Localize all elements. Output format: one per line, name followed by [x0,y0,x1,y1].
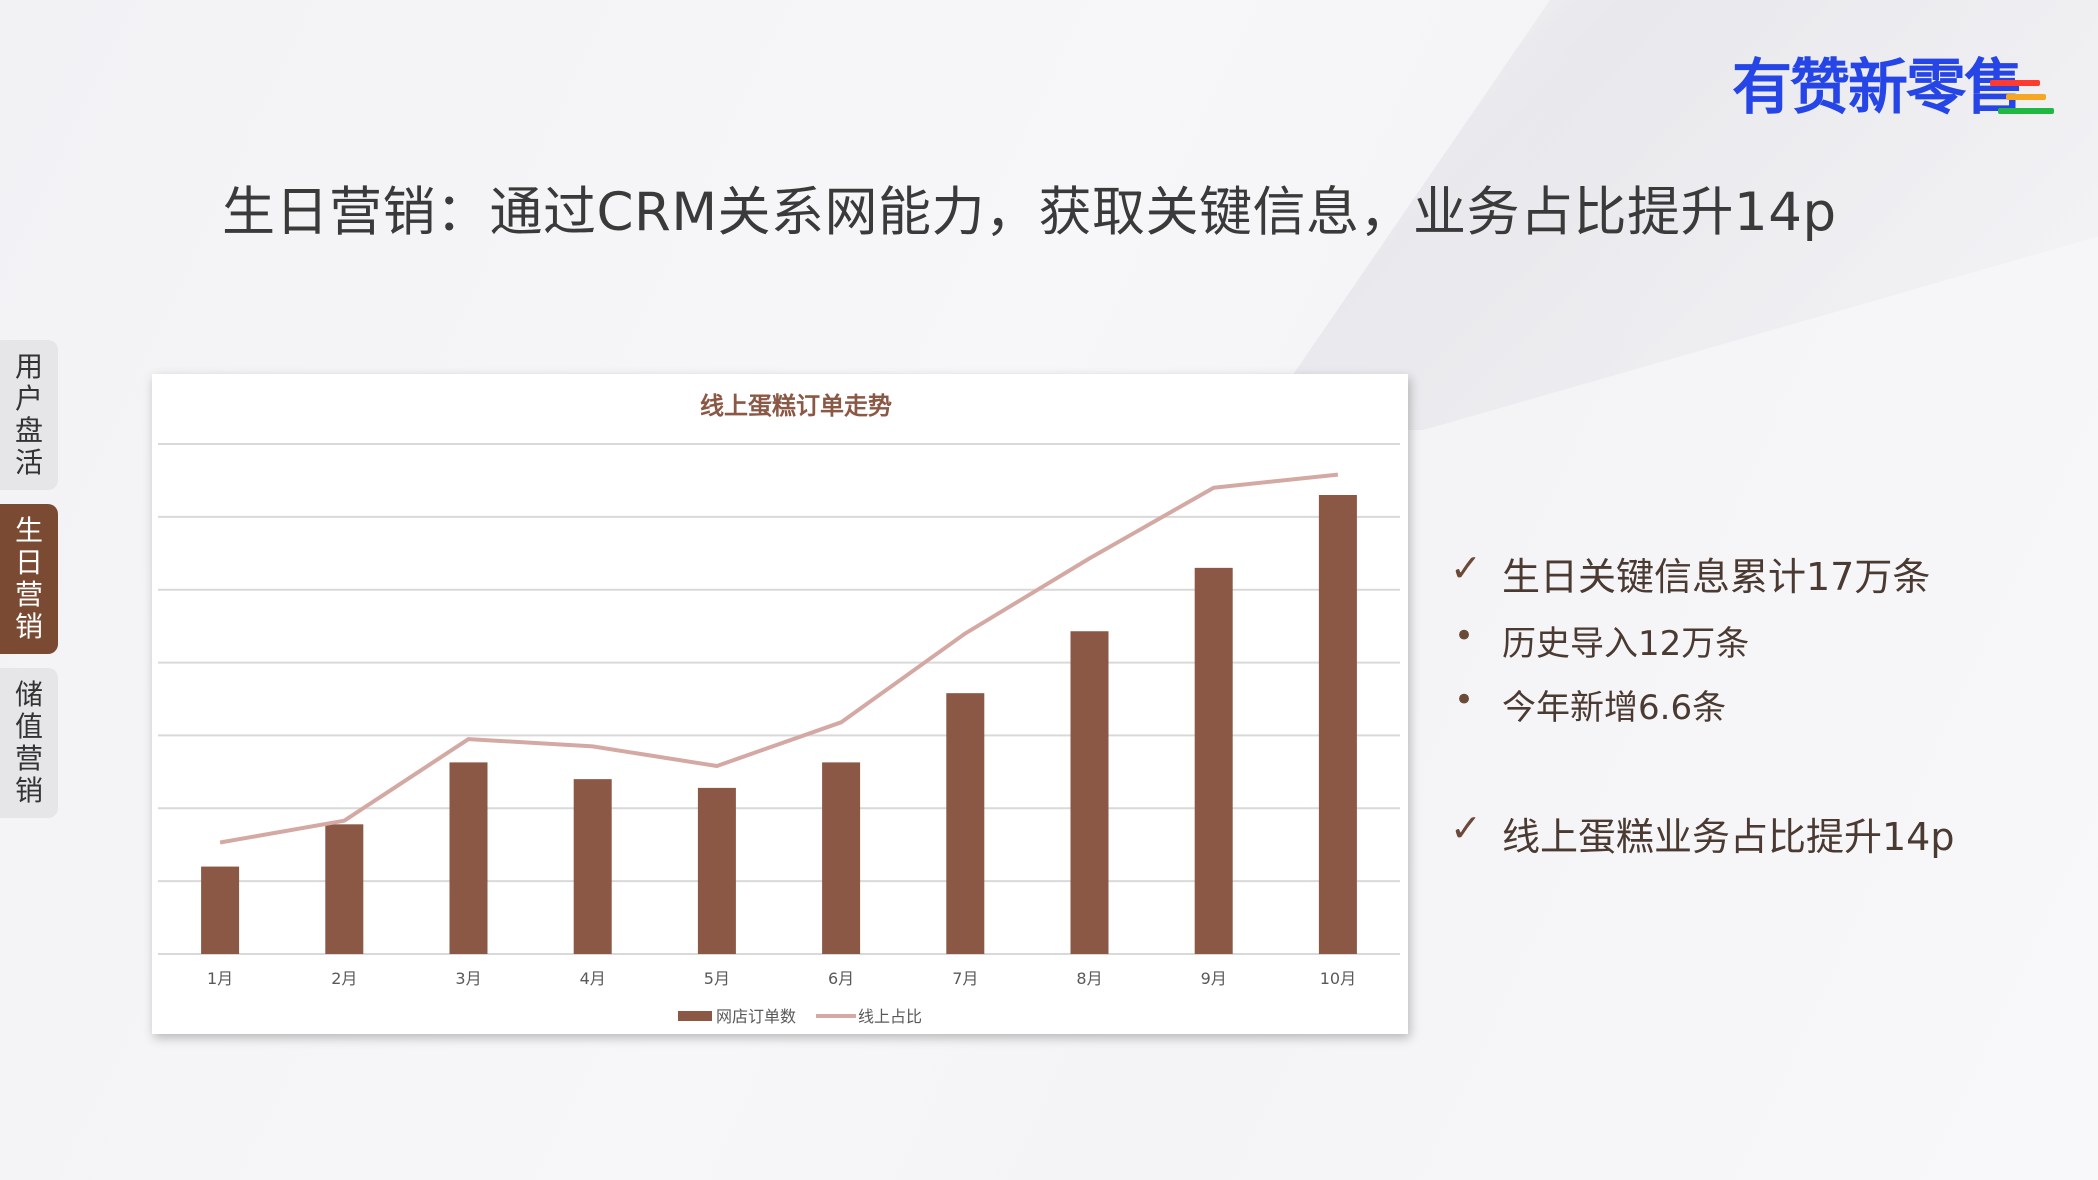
bar [946,693,985,954]
sidebar-char: 户 [14,382,43,415]
sidebar-item-user-activation[interactable]: 用 户 盘 活 [0,340,58,490]
logo-bars-icon [1968,66,2054,116]
bullet-text: 线上蛋糕业务占比提升14p [1502,815,1955,859]
sidebar-char: 值 [14,710,43,743]
logo-bar-green [1998,108,2054,114]
bar [573,779,612,954]
x-tick-label: 1月 [207,969,233,988]
bar [1194,567,1233,954]
bar [1318,495,1357,954]
legend-label: 线上占比 [858,1007,922,1026]
bullet-text: 历史导入12万条 [1502,624,1750,664]
x-tick-label: 5月 [704,969,730,988]
sidebar-char: 日 [14,546,43,579]
page-title: 生日营销：通过CRM关系网能力，获取关键信息，业务占比提升14p [222,182,1837,243]
x-tick-label: 9月 [1201,969,1227,988]
check-icon: ✓ [1450,546,1482,590]
logo-bar-yellow [2006,94,2046,100]
bar [325,824,364,954]
x-tick-label: 3月 [455,969,481,988]
bar [1070,631,1109,954]
sidebar-char: 活 [14,446,43,479]
sidebar-item-birthday-marketing[interactable]: 生 日 营 销 [0,504,58,654]
x-tick-label: 4月 [580,969,606,988]
logo-bar-red [1990,80,2040,86]
sidebar-char: 生 [14,514,43,547]
chart-title: 线上蛋糕订单走势 [700,392,892,420]
check-icon: ✓ [1450,806,1482,850]
legend-bar-swatch [678,1011,712,1021]
series-line [219,472,1339,845]
chart-card: 线上蛋糕订单走势 1月 2月 3月 4月 5月 6月 7月 8月 9月 10月 网店订单数 线上占比 [152,374,1408,1034]
sidebar-item-stored-value[interactable]: 储 值 营 销 [0,668,58,818]
sidebar-char: 销 [14,610,43,643]
sidebar-char: 盘 [14,414,43,447]
sidebar-char: 销 [14,774,43,807]
x-tick-label: 6月 [828,969,854,988]
dot-icon: • [1454,616,1475,656]
legend-label: 网店订单数 [716,1007,796,1026]
sidebar-char: 用 [14,350,43,383]
bar [697,787,736,954]
sidebar-char: 营 [14,742,43,775]
bullet-text: 今年新增6.6条 [1502,688,1727,728]
x-tick-label: 2月 [331,969,357,988]
dot-icon: • [1454,680,1475,720]
bar [449,762,488,954]
x-tick-label: 7月 [952,969,978,988]
chart-svg: 线上蛋糕订单走势 1月 2月 3月 4月 5月 6月 7月 8月 9月 10月 网店订单数 线上占比 [158,392,1400,1026]
bar [822,762,861,954]
brand-logo: 有赞新零售 [1732,53,2024,123]
sidebar-char: 储 [14,678,43,711]
bar [201,866,240,954]
x-tick-label: 10月 [1320,969,1356,988]
bullet-text: 生日关键信息累计17万条 [1502,555,1931,599]
x-tick-label: 8月 [1076,969,1102,988]
sidebar-char: 营 [14,578,43,611]
